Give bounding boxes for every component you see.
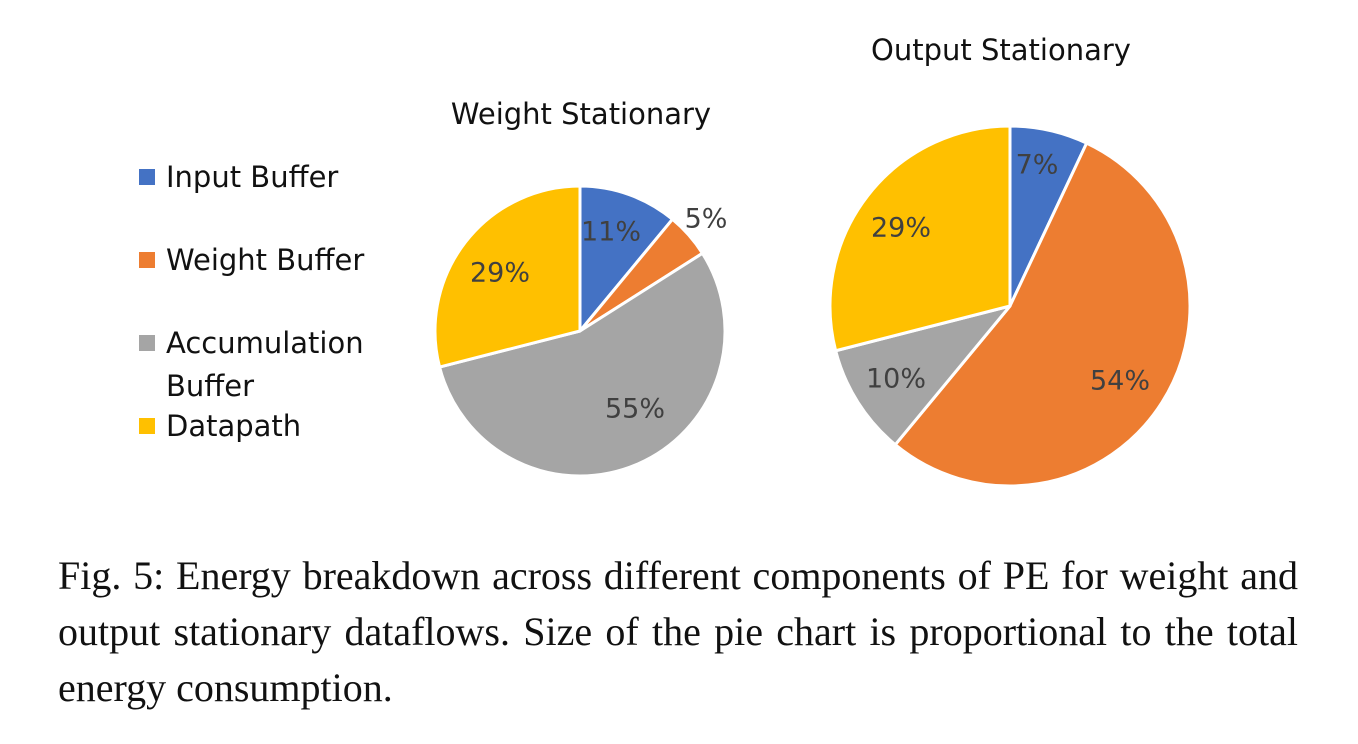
legend-item-input-buffer: Input Buffer [139,160,338,194]
pie-weight-stationary: 11% 5% 55% 29% [433,184,728,478]
chart-title-weight-stationary: Weight Stationary [451,97,711,131]
legend-label-accumulation-buffer-line2: Buffer [166,369,254,403]
figure-caption: Fig. 5: Energy breakdown across differen… [58,553,1298,710]
legend-item-datapath: Datapath [139,409,301,443]
pie-slice-weight-stationary-datapath [433,184,582,369]
data-label-output-stationary-weight-buffer: 54% [1090,366,1150,397]
pie-slice-weight-stationary-input-buffer [578,184,674,333]
data-label-weight-stationary-datapath: 29% [470,258,530,289]
legend-swatch-accumulation-buffer [139,335,155,351]
pie-output-stationary: 7% 54% 10% 29% [828,124,1192,488]
pie-slice-weight-stationary-accumulation-buffer [438,251,727,478]
legend: Input Buffer Weight Buffer Accumulation … [139,160,364,443]
chart-title-output-stationary: Output Stationary [871,33,1131,67]
legend-item-weight-buffer: Weight Buffer [139,243,364,277]
data-label-weight-stationary-weight-buffer: 5% [685,204,728,235]
data-label-output-stationary-accumulation-buffer: 10% [866,364,926,395]
pie-slice-output-stationary-datapath [828,124,1012,353]
pie-slice-output-stationary-weight-buffer [893,141,1192,488]
legend-swatch-weight-buffer [139,252,155,268]
legend-label-input-buffer: Input Buffer [166,160,338,194]
data-label-weight-stationary-input-buffer: 11% [581,217,641,248]
data-label-weight-stationary-accumulation-buffer: 55% [605,394,665,425]
legend-swatch-input-buffer [139,169,155,185]
legend-item-accumulation-buffer: Accumulation Buffer [139,326,364,403]
legend-label-datapath: Datapath [166,409,301,443]
legend-label-weight-buffer: Weight Buffer [166,243,364,277]
legend-label-accumulation-buffer-line1: Accumulation [166,326,364,360]
legend-swatch-datapath [139,418,155,434]
data-label-output-stationary-input-buffer: 7% [1016,150,1059,181]
data-label-output-stationary-datapath: 29% [871,213,931,244]
